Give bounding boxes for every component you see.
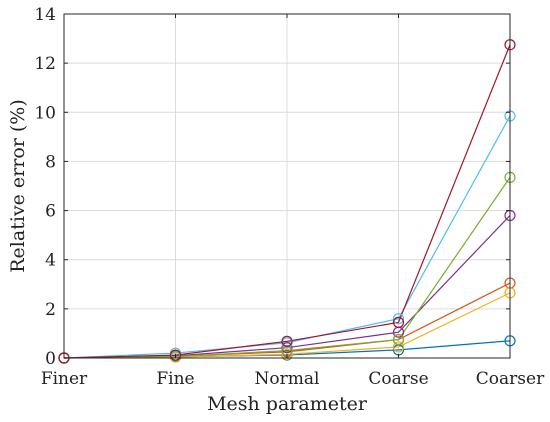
x-tick-label: Finer	[41, 369, 88, 389]
x-tick-label: Coarser	[476, 369, 545, 389]
data-point-3	[392, 341, 405, 353]
x-tick-label: Coarse	[368, 369, 428, 389]
data-point-5	[392, 333, 405, 346]
y-tick-label: 10	[34, 103, 56, 123]
y-tick-label: 6	[45, 202, 56, 222]
grid-lines	[64, 14, 510, 358]
y-tick-label: 0	[45, 349, 56, 369]
data-point-7	[169, 349, 182, 361]
x-axis: Finer Fine Normal Coarse Coarser	[41, 14, 545, 389]
y-tick-label: 2	[45, 300, 56, 320]
y-tick-label: 14	[34, 5, 56, 25]
data-point-3	[281, 348, 293, 360]
y-tick-label: 8	[45, 152, 56, 172]
x-axis-label: Mesh parameter	[207, 393, 368, 415]
data-point-6	[392, 313, 405, 325]
data-point-4	[281, 342, 293, 354]
y-tick-label: 4	[45, 251, 56, 271]
y-axis: 0 2 4 6 8 10 12 14	[34, 5, 510, 369]
y-tick-label: 12	[34, 54, 56, 74]
y-axis-label: Relative error (%)	[7, 99, 29, 273]
x-tick-label: Normal	[255, 369, 320, 389]
data-point-7	[392, 316, 405, 328]
x-tick-label: Fine	[156, 369, 194, 389]
data-point-7	[281, 335, 293, 347]
series-line-7	[63, 44, 511, 359]
